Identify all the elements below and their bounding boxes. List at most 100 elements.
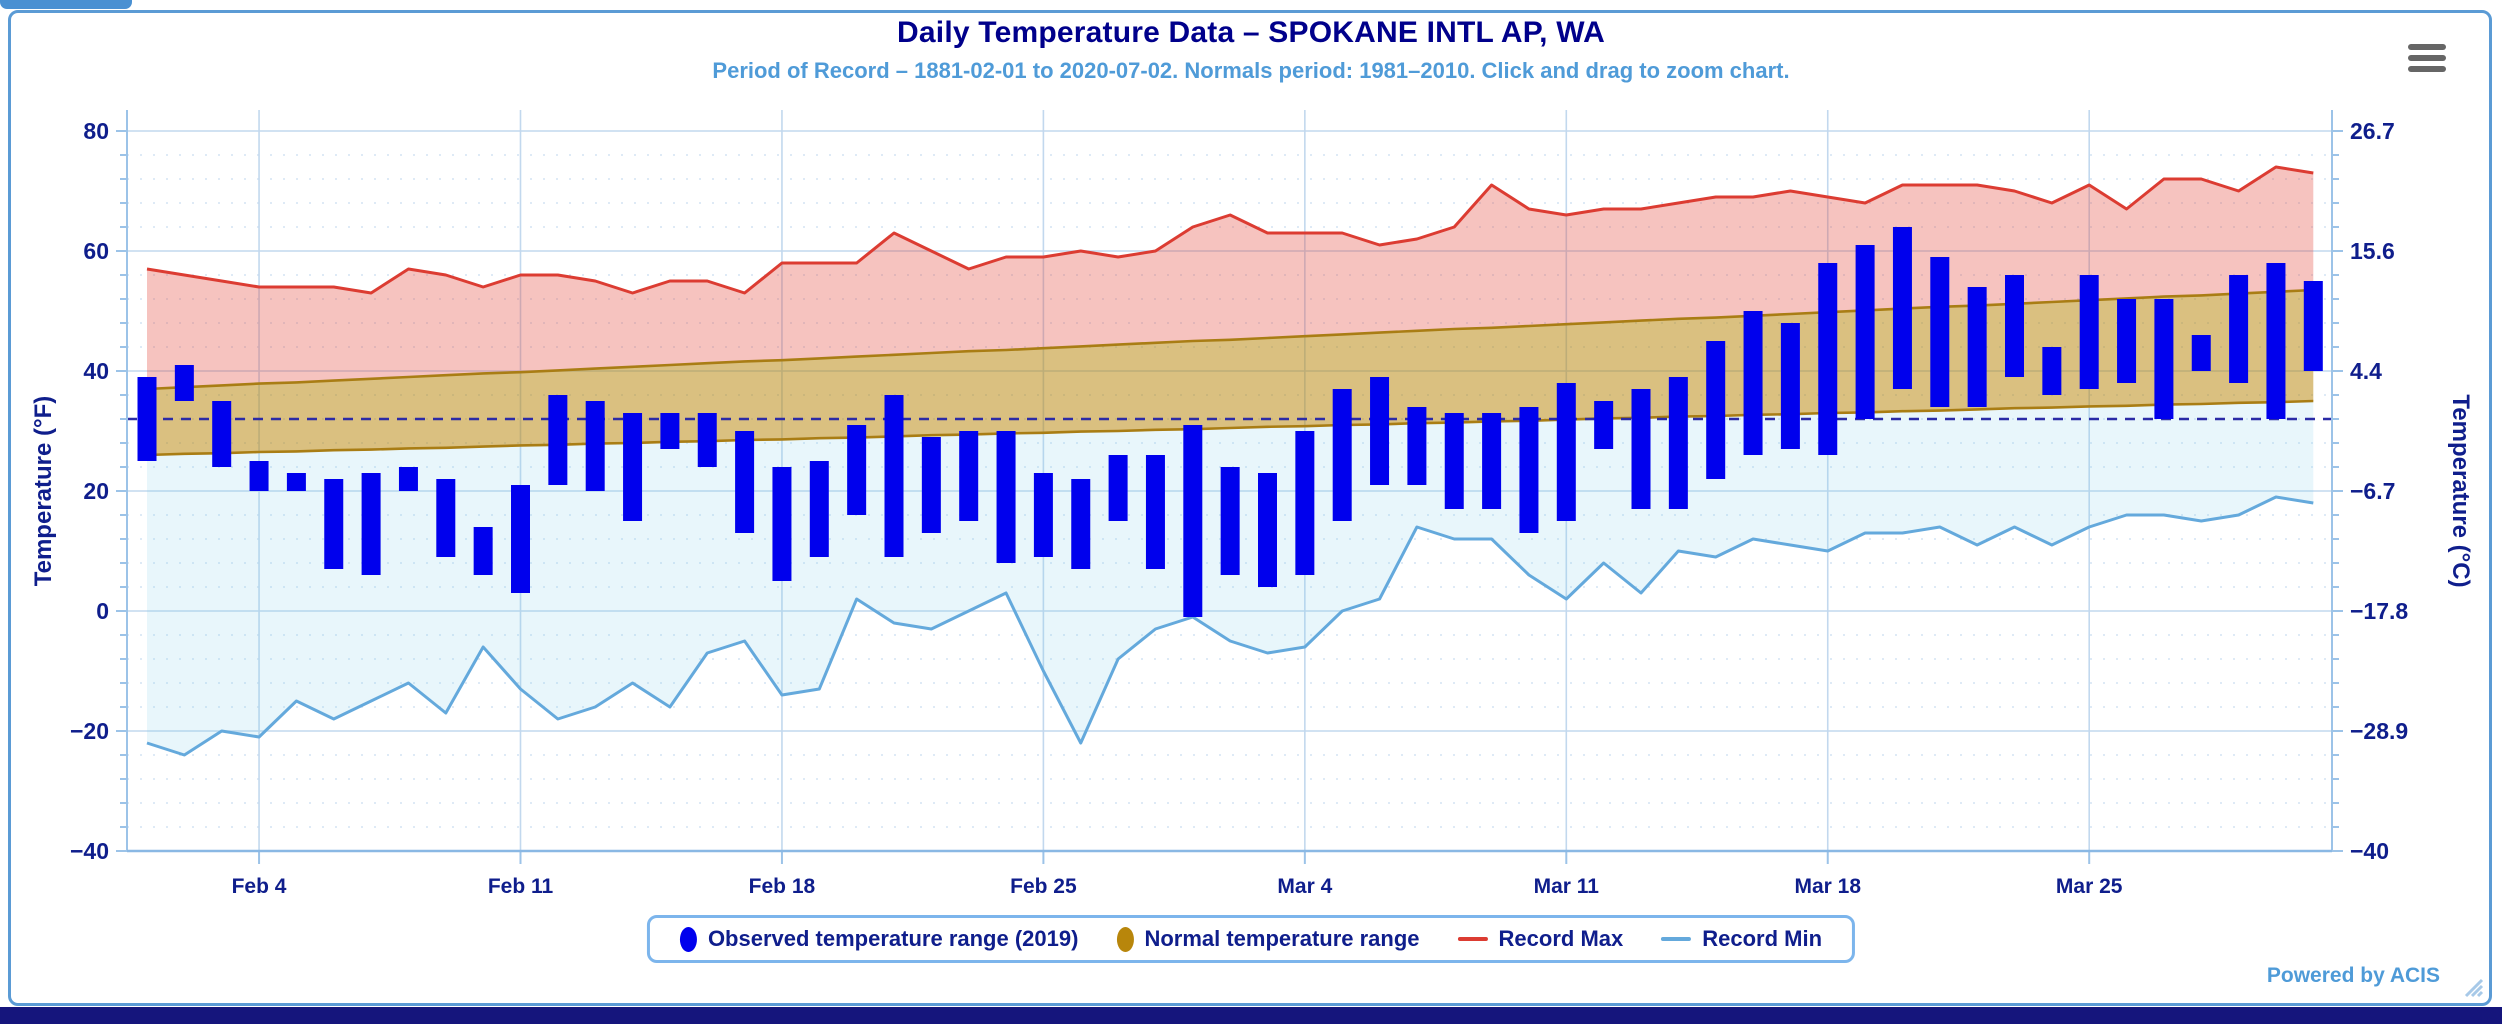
hamburger-icon: [2408, 66, 2446, 72]
record-max-area: [147, 167, 2314, 389]
observed-bar[interactable]: [1855, 245, 1875, 419]
observed-bar[interactable]: [1071, 479, 1091, 569]
observed-bar[interactable]: [286, 473, 306, 491]
y-tick-label-c: 4.4: [2350, 358, 2382, 384]
observed-bar[interactable]: [436, 479, 456, 557]
observed-bar[interactable]: [921, 437, 941, 533]
resize-grip-icon[interactable]: [2456, 970, 2484, 998]
x-tick-label: Feb 4: [232, 875, 287, 898]
chart-menu-button[interactable]: [2408, 44, 2446, 77]
observed-bar[interactable]: [1930, 257, 1950, 407]
observed-bar[interactable]: [1743, 311, 1763, 455]
chart-title: Daily Temperature Data – SPOKANE INTL AP…: [897, 16, 1605, 49]
observed-bar[interactable]: [1668, 377, 1688, 509]
observed-bar[interactable]: [1594, 401, 1614, 449]
observed-bar[interactable]: [697, 413, 717, 467]
legend-item-record-max[interactable]: Record Max: [1457, 926, 1624, 952]
observed-bar[interactable]: [1145, 455, 1165, 569]
observed-bar[interactable]: [1407, 407, 1427, 485]
observed-bar[interactable]: [1631, 389, 1651, 509]
observed-bar[interactable]: [884, 395, 904, 557]
normal-range-marker-icon: [1116, 926, 1134, 952]
observed-bar[interactable]: [2154, 299, 2174, 419]
hamburger-icon: [2408, 44, 2446, 50]
observed-bar[interactable]: [2191, 335, 2211, 371]
observed-bar[interactable]: [623, 413, 643, 521]
observed-bar[interactable]: [2117, 299, 2137, 383]
observed-bar[interactable]: [1706, 341, 1726, 479]
observed-bar[interactable]: [2303, 281, 2323, 371]
y-tick-label-c: −28.9: [2350, 718, 2408, 744]
observed-bar[interactable]: [511, 485, 530, 593]
observed-bar[interactable]: [585, 401, 605, 491]
observed-bar[interactable]: [660, 413, 680, 449]
x-tick-label: Mar 11: [1534, 875, 1600, 898]
y-tick-label-c: 15.6: [2350, 238, 2395, 264]
observed-bar[interactable]: [735, 431, 755, 533]
powered-by-acis-link[interactable]: Powered by ACIS: [2266, 964, 2440, 987]
x-tick-label: Mar 4: [1277, 875, 1332, 898]
y-tick-label-f: −40: [70, 838, 109, 864]
observed-bar[interactable]: [1295, 431, 1315, 575]
record-min-line: [146, 495, 2314, 757]
observed-bar[interactable]: [1332, 389, 1352, 521]
x-tick-label: Feb 18: [749, 875, 816, 898]
observed-bar[interactable]: [2079, 275, 2099, 389]
observed-bar[interactable]: [809, 461, 829, 557]
y-axis-title-celsius: Temperature (°C): [2447, 394, 2474, 588]
observed-bar[interactable]: [548, 395, 568, 485]
observed-bar[interactable]: [1519, 407, 1539, 533]
legend-label: Normal temperature range: [1144, 926, 1420, 951]
observed-bar[interactable]: [996, 431, 1016, 563]
observed-bar[interactable]: [1220, 467, 1240, 575]
observed-bar[interactable]: [1183, 425, 1203, 617]
observed-bar[interactable]: [1370, 377, 1390, 485]
y-tick-label-f: −20: [70, 718, 109, 744]
legend: Observed temperature range (2019) Normal…: [646, 915, 1856, 963]
observed-bar[interactable]: [1556, 383, 1576, 521]
observed-bar[interactable]: [174, 365, 194, 401]
observed-bar[interactable]: [2266, 263, 2286, 419]
y-tick-label-f: 60: [83, 238, 109, 264]
observed-bar[interactable]: [1967, 287, 1987, 407]
observed-bar[interactable]: [772, 467, 792, 581]
observed-bar[interactable]: [1780, 323, 1800, 449]
y-tick-label-c: 26.7: [2350, 118, 2395, 144]
x-tick-label: Feb 25: [1010, 875, 1077, 898]
normal-low-line: [146, 399, 2314, 457]
legend-item-record-min[interactable]: Record Min: [1661, 926, 1822, 952]
observed-bar[interactable]: [1892, 227, 1912, 389]
observed-bar[interactable]: [398, 467, 418, 491]
observed-bar[interactable]: [324, 479, 344, 569]
observed-bar[interactable]: [1482, 413, 1502, 509]
record-max-line-icon: [1457, 937, 1488, 941]
observed-bar[interactable]: [361, 473, 381, 575]
legend-label: Record Max: [1498, 926, 1624, 951]
y-tick-label-f: 40: [83, 358, 109, 384]
y-axis-title-fahrenheit: Temperature (°F): [30, 395, 57, 587]
observed-bar[interactable]: [1818, 263, 1838, 455]
observed-bar[interactable]: [2229, 275, 2249, 383]
y-tick-label-f: 80: [83, 118, 109, 144]
observed-bar[interactable]: [249, 461, 269, 491]
legend-item-observed[interactable]: Observed temperature range (2019): [679, 926, 1078, 952]
observed-bar[interactable]: [473, 527, 493, 575]
legend-item-normal[interactable]: Normal temperature range: [1116, 926, 1420, 952]
x-tick-label: Mar 18: [1794, 875, 1861, 898]
observed-bar[interactable]: [2005, 275, 2024, 377]
observed-bar[interactable]: [2042, 347, 2062, 395]
observed-bar[interactable]: [1258, 473, 1277, 587]
observed-bar[interactable]: [1108, 455, 1128, 521]
observed-bar[interactable]: [959, 431, 979, 521]
observed-bar[interactable]: [137, 377, 157, 461]
y-tick-label-f: 0: [96, 598, 109, 624]
observed-bar[interactable]: [847, 425, 867, 515]
x-tick-label: Feb 11: [488, 875, 554, 898]
normal-high-line: [146, 288, 2314, 391]
observed-bar[interactable]: [212, 401, 232, 467]
observed-bar[interactable]: [1444, 413, 1464, 509]
observed-bar[interactable]: [1033, 473, 1053, 557]
bottom-bar: [0, 1007, 2502, 1024]
chart-panel: [8, 10, 2492, 1006]
